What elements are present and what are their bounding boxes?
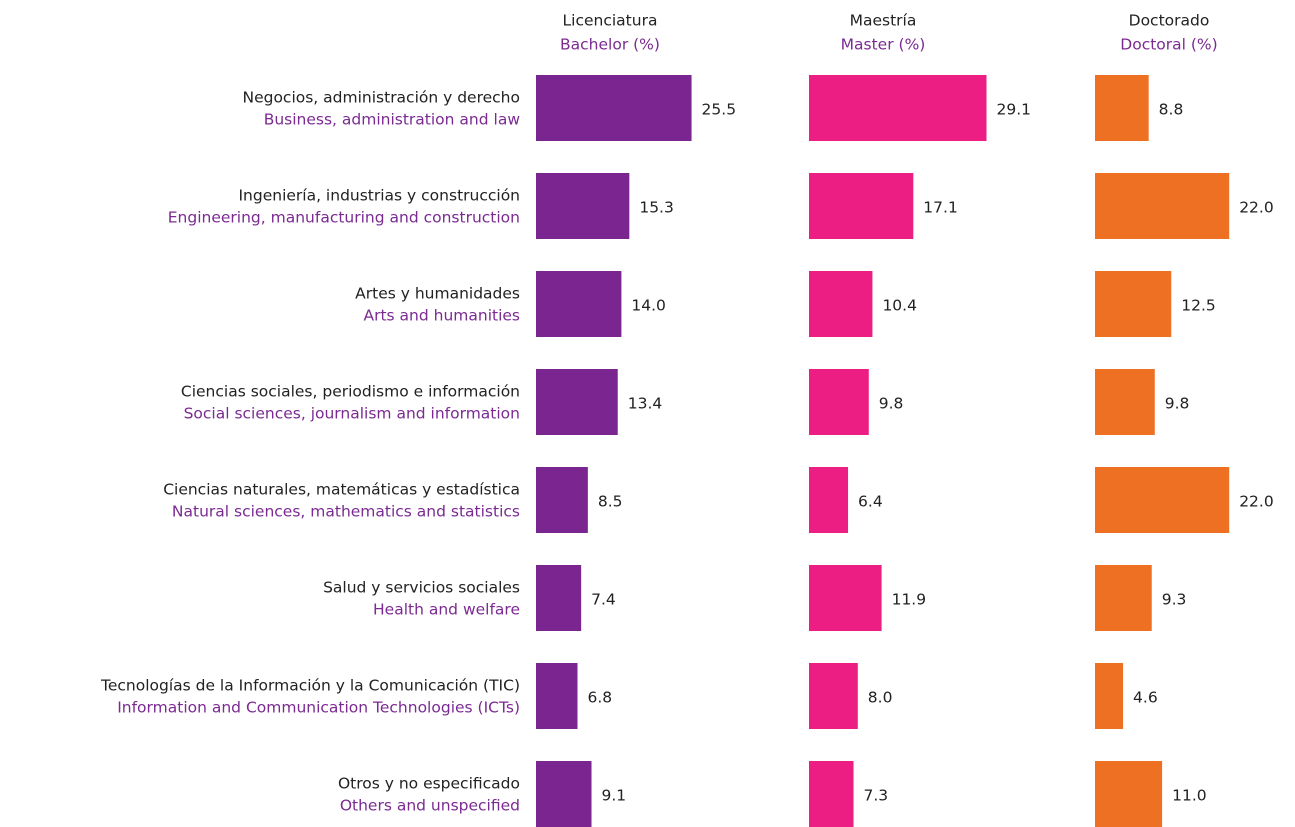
bar [809,369,869,435]
bar [809,75,987,141]
value-label: 8.5 [598,493,623,511]
panel-subtitle: Bachelor (%) [560,36,660,54]
value-label: 7.3 [864,787,889,805]
bar [809,761,854,827]
category-label: Negocios, administración y derecho [242,89,520,107]
category-label-en: Health and welfare [373,601,520,619]
category-label: Artes y humanidades [355,285,520,303]
bar [809,271,873,337]
value-label: 4.6 [1133,689,1158,707]
panel-title: Licenciatura [563,12,658,30]
bar [1095,761,1163,827]
category-label: Ciencias naturales, matemáticas y estadí… [163,481,520,499]
category-label: Tecnologías de la Información y la Comun… [100,677,520,695]
category-label: Salud y servicios sociales [323,579,520,597]
bar [536,271,622,337]
panel-subtitle: Master (%) [841,36,926,54]
value-label: 29.1 [997,101,1032,119]
value-label: 9.1 [602,787,627,805]
value-label: 9.8 [1165,395,1190,413]
category-label-en: Others and unspecified [340,797,520,815]
bar [536,467,588,533]
category-label-en: Social sciences, journalism and informat… [184,405,520,423]
category-label-en: Natural sciences, mathematics and statis… [172,503,520,521]
category-label: Ingeniería, industrias y construcción [238,187,520,205]
value-label: 22.0 [1239,199,1274,217]
value-label: 6.4 [858,493,883,511]
value-label: 8.8 [1159,101,1184,119]
bar [536,75,692,141]
bar [536,369,618,435]
panel-title: Doctorado [1129,12,1210,30]
value-label: 15.3 [639,199,674,217]
category-label: Ciencias sociales, periodismo e informac… [181,383,520,401]
bar [1095,565,1152,631]
bar [536,565,582,631]
value-label: 12.5 [1181,297,1216,315]
bar [1095,663,1124,729]
category-label-en: Business, administration and law [264,111,521,129]
bar [536,663,578,729]
bar [809,565,882,631]
bar [809,663,858,729]
panel-title: Maestría [850,12,917,30]
bar [536,173,630,239]
category-label-en: Arts and humanities [363,307,520,325]
value-label: 22.0 [1239,493,1274,511]
value-label: 13.4 [628,395,663,413]
value-label: 14.0 [631,297,666,315]
panel-subtitle: Doctoral (%) [1120,36,1217,54]
bar [1095,467,1230,533]
bar [1095,173,1230,239]
bar [809,467,849,533]
value-label: 7.4 [591,591,616,609]
bar [1095,75,1149,141]
bar [809,173,914,239]
value-label: 6.8 [587,689,612,707]
bar [536,761,592,827]
value-label: 11.0 [1172,787,1207,805]
value-label: 9.3 [1162,591,1187,609]
value-label: 17.1 [923,199,958,217]
value-label: 11.9 [892,591,927,609]
category-label: Otros y no especificado [338,775,520,793]
value-label: 9.8 [879,395,904,413]
bar [1095,271,1172,337]
bar [1095,369,1155,435]
category-label-en: Information and Communication Technologi… [117,699,520,717]
category-label-en: Engineering, manufacturing and construct… [168,209,520,227]
value-label: 8.0 [868,689,893,707]
value-label: 10.4 [882,297,917,315]
value-label: 25.5 [702,101,737,119]
